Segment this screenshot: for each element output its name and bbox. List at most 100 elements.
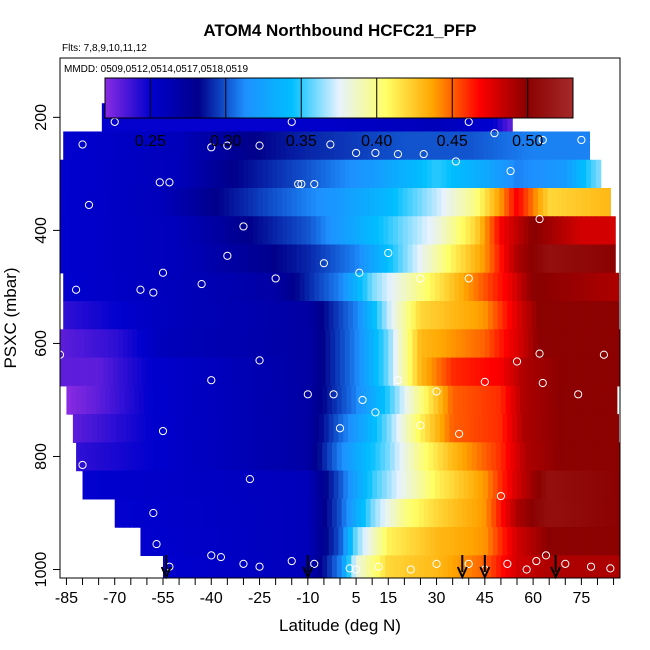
heatmap-cell xyxy=(483,527,489,556)
heatmap-cell xyxy=(608,470,615,500)
heatmap-cell xyxy=(257,329,264,359)
heatmap-cell xyxy=(225,498,232,528)
heatmap-cell xyxy=(434,272,441,302)
heatmap-cell xyxy=(404,498,410,528)
heatmap-cell xyxy=(517,272,523,302)
heatmap-cell xyxy=(330,244,336,274)
heatmap-cell xyxy=(172,442,179,472)
heatmap-cell xyxy=(362,301,368,330)
heatmap-cell xyxy=(233,159,240,189)
heatmap-cell xyxy=(153,498,159,528)
heatmap-cell xyxy=(592,555,599,578)
heatmap-cell xyxy=(151,188,158,217)
heatmap-cell xyxy=(470,244,476,274)
heatmap-cell xyxy=(451,244,457,274)
heatmap-cell xyxy=(579,131,586,161)
heatmap-cell xyxy=(357,301,364,330)
heatmap-cell xyxy=(320,159,327,189)
heatmap-cell xyxy=(153,442,159,472)
heatmap-cell xyxy=(299,470,306,500)
heatmap-cell xyxy=(201,555,208,578)
heatmap-cell xyxy=(397,188,404,217)
heatmap-cell xyxy=(365,442,372,472)
heatmap-cell xyxy=(190,188,196,217)
heatmap-cell xyxy=(468,414,475,443)
heatmap-cell xyxy=(426,188,433,217)
heatmap-cell xyxy=(159,301,166,330)
heatmap-cell xyxy=(352,301,359,330)
heatmap-cell xyxy=(261,414,267,443)
heatmap-cell xyxy=(542,216,549,246)
heatmap-cell xyxy=(145,527,151,556)
heatmap-cell xyxy=(138,498,145,528)
heatmap-cell xyxy=(246,527,253,556)
heatmap-cell xyxy=(114,442,121,472)
heatmap-cell xyxy=(314,527,320,556)
heatmap-cell xyxy=(74,357,80,387)
heatmap-cell xyxy=(265,301,272,330)
heatmap-cell xyxy=(455,244,462,274)
heatmap-cell xyxy=(294,301,301,330)
heatmap-cell xyxy=(190,159,196,189)
heatmap-cell xyxy=(302,442,309,472)
heatmap-cell xyxy=(340,357,346,387)
heatmap-cell xyxy=(586,188,592,217)
heatmap-cell xyxy=(158,442,164,472)
heatmap-cell xyxy=(191,498,198,528)
heatmap-cell xyxy=(515,498,521,528)
heatmap-cell xyxy=(134,442,140,472)
heatmap-cell xyxy=(74,188,80,217)
heatmap-cell xyxy=(203,301,209,330)
heatmap-cell xyxy=(377,131,383,161)
heatmap-cell xyxy=(510,498,517,528)
heatmap-cell xyxy=(238,357,245,387)
heatmap-cell xyxy=(101,301,108,330)
heatmap-cell xyxy=(352,272,359,302)
heatmap-cell xyxy=(167,385,174,415)
heatmap-cell xyxy=(388,244,394,274)
heatmap-cell xyxy=(174,470,180,500)
heatmap-cell xyxy=(171,188,177,217)
heatmap-cell xyxy=(320,357,327,387)
heatmap-cell xyxy=(354,159,360,189)
heatmap-cell xyxy=(296,329,302,359)
sample-marker xyxy=(371,148,380,158)
heatmap-cell xyxy=(195,216,201,246)
heatmap-cell xyxy=(439,131,446,161)
heatmap-cell xyxy=(357,527,364,556)
sample-marker xyxy=(158,426,168,436)
heatmap-cell xyxy=(328,131,335,161)
heatmap-cell xyxy=(317,442,323,472)
heatmap-cell xyxy=(333,272,339,302)
heatmap-cell xyxy=(582,442,589,472)
heatmap-cell xyxy=(476,442,483,472)
heatmap-cell xyxy=(129,385,135,415)
heatmap-cell xyxy=(607,442,613,472)
heatmap-cell xyxy=(241,527,248,556)
x-tick-label: -85 xyxy=(55,590,78,607)
sample-marker xyxy=(371,408,380,417)
heatmap-cell xyxy=(399,498,405,528)
heatmap-cell xyxy=(562,329,568,359)
heatmap-cell xyxy=(451,159,457,189)
heatmap-cell xyxy=(455,357,462,387)
heatmap-cell xyxy=(161,159,167,189)
heatmap-cell xyxy=(393,216,399,246)
heatmap-cell xyxy=(476,498,483,528)
heatmap-cell xyxy=(449,527,455,556)
heatmap-cell xyxy=(309,301,315,330)
heatmap-cell xyxy=(84,357,90,387)
heatmap-cell xyxy=(531,414,537,443)
heatmap-cell xyxy=(591,159,597,189)
heatmap-cell xyxy=(494,329,500,359)
heatmap-cell xyxy=(378,159,385,189)
heatmap-cell xyxy=(338,414,344,443)
heatmap-cell xyxy=(349,357,356,387)
heatmap-cell xyxy=(117,159,124,189)
heatmap-cell xyxy=(610,244,616,274)
y-tick-label: 600 xyxy=(33,330,50,357)
heatmap-cell xyxy=(389,385,396,415)
heatmap-cell xyxy=(251,272,257,302)
heatmap-cell xyxy=(151,357,158,387)
heatmap-cell xyxy=(248,159,254,189)
